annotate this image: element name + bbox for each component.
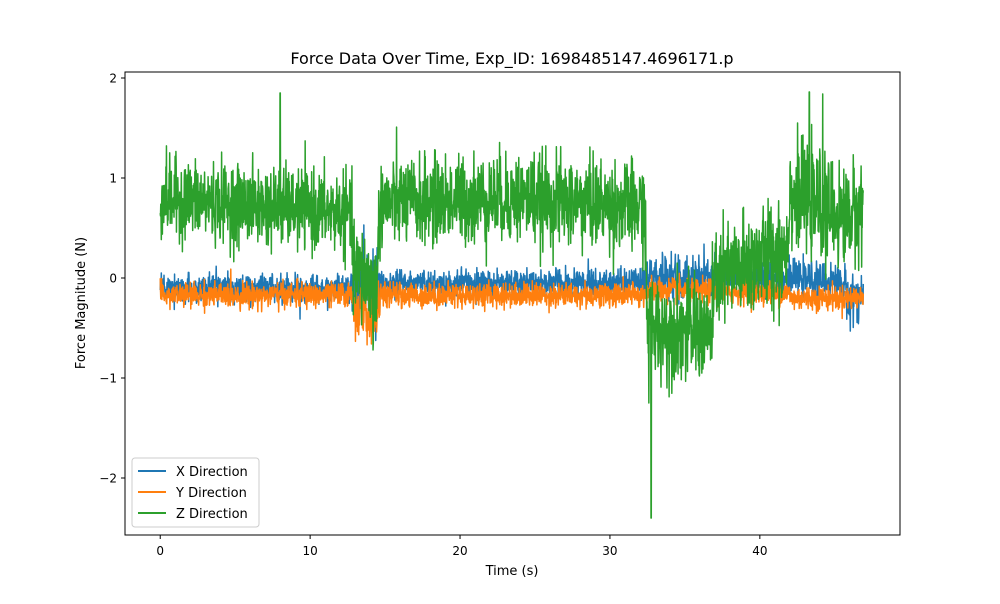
x-tick-label: 20: [452, 544, 467, 558]
y-axis: −2 −1 0 1 2: [99, 72, 125, 486]
x-tick-label: 40: [752, 544, 767, 558]
legend-box: [131, 457, 260, 528]
x-axis: 0 10 20 30 40: [156, 535, 767, 558]
y-tick-label: 1: [109, 172, 117, 186]
series-line-z-direction: [159, 91, 865, 519]
legend-label-x: X Direction: [176, 465, 248, 480]
y-axis-label: Force Magnitude (N): [74, 237, 89, 369]
legend-label-z: Z Direction: [176, 507, 248, 522]
chart-title: Force Data Over Time, Exp_ID: 1698485147…: [290, 49, 733, 69]
y-tick-label: 0: [109, 272, 117, 286]
y-tick-label: −1: [99, 372, 117, 386]
y-tick-label: 2: [109, 72, 117, 86]
x-tick-label: 30: [602, 544, 617, 558]
series-line-y-direction: [159, 268, 865, 346]
axes-frame: [124, 71, 901, 536]
x-axis-label: Time (s): [485, 564, 539, 579]
y-tick-label: −2: [99, 472, 117, 486]
legend: X Direction Y Direction Z Direction: [131, 457, 260, 528]
x-tick-label: 10: [302, 544, 317, 558]
legend-label-y: Y Direction: [175, 486, 247, 501]
series-layer: [159, 91, 865, 519]
x-tick-label: 0: [156, 544, 164, 558]
